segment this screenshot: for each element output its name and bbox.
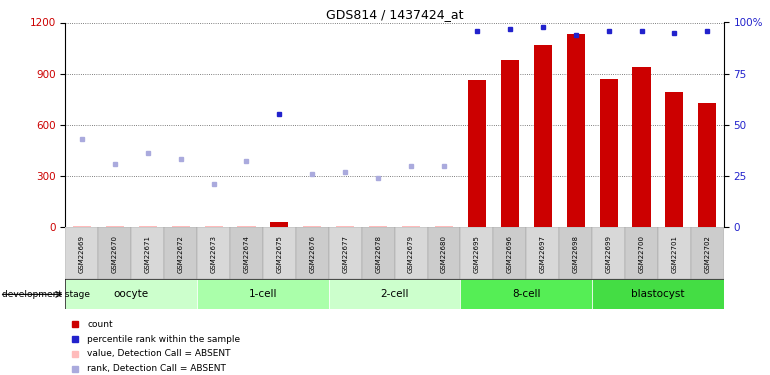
Bar	[197, 279, 329, 309]
Text: count: count	[87, 320, 112, 329]
Text: GSM22679: GSM22679	[408, 235, 414, 273]
Bar	[600, 79, 618, 227]
Text: GSM22678: GSM22678	[375, 235, 381, 273]
Bar	[164, 227, 197, 279]
Text: GSM22680: GSM22680	[441, 235, 447, 273]
Bar	[460, 279, 592, 309]
Bar	[369, 226, 387, 227]
Bar	[625, 227, 658, 279]
Text: GSM22695: GSM22695	[474, 235, 480, 273]
Text: GSM22671: GSM22671	[145, 235, 151, 273]
Text: GSM22677: GSM22677	[342, 235, 348, 273]
Bar	[435, 226, 453, 227]
Text: GSM22672: GSM22672	[178, 235, 184, 273]
Bar	[698, 102, 716, 227]
Bar	[402, 226, 420, 227]
Bar	[534, 45, 552, 227]
Bar	[658, 227, 691, 279]
Bar	[691, 227, 724, 279]
Bar	[460, 227, 494, 279]
Bar	[468, 80, 486, 227]
Text: GSM22696: GSM22696	[507, 235, 513, 273]
Text: oocyte: oocyte	[114, 290, 149, 299]
Title: GDS814 / 1437424_at: GDS814 / 1437424_at	[326, 8, 464, 21]
Bar	[296, 227, 329, 279]
Bar	[362, 227, 394, 279]
Bar	[172, 226, 189, 227]
Text: GSM22698: GSM22698	[573, 235, 579, 273]
Bar	[427, 227, 460, 279]
Bar	[237, 226, 256, 227]
Text: value, Detection Call = ABSENT: value, Detection Call = ABSENT	[87, 350, 231, 358]
Bar	[559, 227, 592, 279]
Text: GSM22697: GSM22697	[540, 235, 546, 273]
Bar	[139, 226, 157, 227]
Text: GSM22674: GSM22674	[243, 235, 249, 273]
Text: 1-cell: 1-cell	[249, 290, 277, 299]
Bar	[197, 227, 230, 279]
Text: GSM22673: GSM22673	[210, 235, 216, 273]
Bar	[329, 279, 460, 309]
Bar	[131, 227, 164, 279]
Text: 8-cell: 8-cell	[512, 290, 541, 299]
Text: rank, Detection Call = ABSENT: rank, Detection Call = ABSENT	[87, 364, 226, 374]
Bar	[65, 279, 197, 309]
Bar	[263, 227, 296, 279]
Text: GSM22700: GSM22700	[638, 235, 644, 273]
Bar	[592, 279, 724, 309]
Text: percentile rank within the sample: percentile rank within the sample	[87, 334, 240, 344]
Text: GSM22675: GSM22675	[276, 235, 283, 273]
Bar	[394, 227, 427, 279]
Bar	[105, 226, 124, 227]
Text: GSM22702: GSM22702	[705, 235, 711, 273]
Bar	[592, 227, 625, 279]
Text: GSM22670: GSM22670	[112, 235, 118, 273]
Text: 2-cell: 2-cell	[380, 290, 409, 299]
Bar	[329, 227, 362, 279]
Bar	[99, 227, 131, 279]
Bar	[303, 226, 321, 227]
Text: development stage: development stage	[2, 290, 89, 299]
Bar	[527, 227, 559, 279]
Text: GSM22701: GSM22701	[671, 235, 678, 273]
Bar	[665, 92, 684, 227]
Text: blastocyst: blastocyst	[631, 290, 685, 299]
Bar	[500, 60, 519, 227]
Bar	[73, 226, 91, 227]
Text: GSM22676: GSM22676	[310, 235, 316, 273]
Bar	[632, 67, 651, 227]
Text: GSM22669: GSM22669	[79, 235, 85, 273]
Text: GSM22699: GSM22699	[605, 235, 611, 273]
Bar	[270, 222, 289, 227]
Bar	[494, 227, 527, 279]
Bar	[567, 34, 584, 227]
Bar	[205, 226, 223, 227]
Bar	[65, 227, 99, 279]
Bar	[230, 227, 263, 279]
Bar	[336, 226, 354, 227]
